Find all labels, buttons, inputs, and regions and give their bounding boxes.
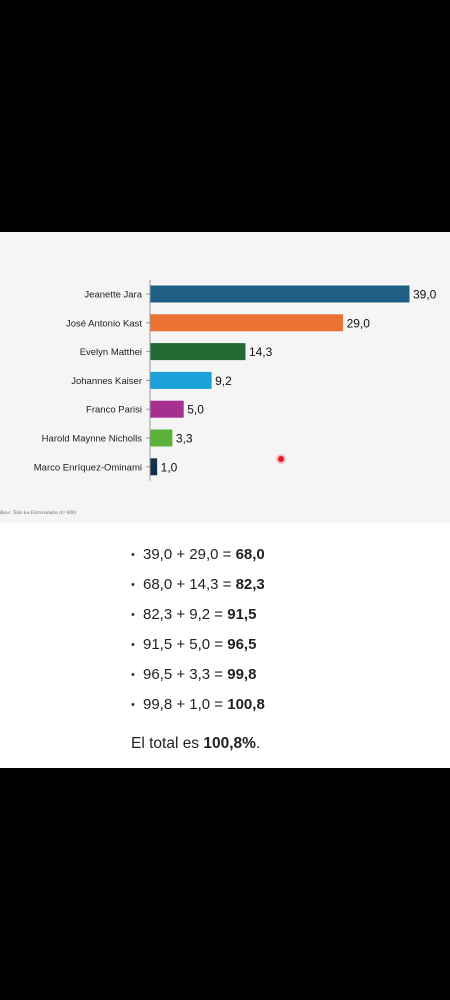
calculation-item: • 68,0 + 14,3 = 82,3 [131,575,265,605]
total-prefix: El total es [131,735,204,752]
bullet-marker: • [131,699,135,711]
bar [150,429,173,447]
bar [150,314,344,332]
calculation-result: 99,8 [227,666,257,683]
base-note: Base: Todo los Entrevistados (n=400) [0,511,77,516]
calculation-expression: 99,8 + 1,0 = [143,696,228,713]
bullet-marker: • [131,549,135,561]
category-label: Evelyn Matthei [80,347,142,358]
bar [150,285,410,303]
calculation-result: 91,5 [227,606,257,623]
bullet-marker: • [131,609,135,621]
bar [150,400,184,418]
bar [150,371,212,389]
bullet-marker: • [131,579,135,591]
category-label: José Antonio Kast [66,318,142,329]
data-label: 1,0 [161,460,178,474]
data-label: 29,0 [347,316,371,330]
category-label: Franco Parisi [86,405,142,416]
chart-panel: Jeanette Jara 39,0 José Antonio Kast 29,0 Ev… [0,232,450,523]
calculation-result: 68,0 [235,546,265,563]
total-suffix: . [255,735,261,752]
calculation-item: • 39,0 + 29,0 = 68,0 [131,545,265,575]
bar-chart: Jeanette Jara 39,0 José Antonio Kast 29,0 Ev… [34,280,437,481]
total-value: 100,8% [203,735,256,752]
data-label: 5,0 [187,403,204,417]
calculation-result: 82,3 [235,576,265,593]
category-label: Jeanette Jara [84,290,142,301]
category-label: Johannes Kaiser [71,376,142,387]
data-label: 9,2 [215,374,232,388]
calculation-expression: 82,3 + 9,2 = [143,606,228,623]
cursor-indicator [278,456,284,462]
calculation-expression: 91,5 + 5,0 = [143,636,228,653]
calculation-expression: 39,0 + 29,0 = [143,546,236,563]
calculation-panel: • 39,0 + 29,0 = 68,0 • 68,0 + 14,3 = 82,3 • 8… [0,523,450,768]
category-label: Harold Maynne Nicholls [42,434,143,445]
calculation-result: 96,5 [227,636,257,653]
calculation-result: 100,8 [227,696,265,713]
calculation-expression: 68,0 + 14,3 = [143,576,236,593]
calculation-expression: 96,5 + 3,3 = [143,666,228,683]
calculation-list: • 39,0 + 29,0 = 68,0 • 68,0 + 14,3 = 82,3 • 8… [131,545,265,725]
bar [150,343,246,361]
calculation-item: • 99,8 + 1,0 = 100,8 [131,695,265,725]
calculation-item: • 96,5 + 3,3 = 99,8 [131,665,265,695]
bar [150,458,158,476]
calculation-item: • 91,5 + 5,0 = 96,5 [131,635,265,665]
bullet-marker: • [131,669,135,681]
data-label: 3,3 [176,432,193,446]
bullet-marker: • [131,639,135,651]
calculation-item: • 82,3 + 9,2 = 91,5 [131,605,265,635]
total-line: El total es 100,8%. [131,735,260,753]
data-label: 39,0 [413,288,437,302]
category-label: Marco Enríquez-Ominami [34,462,142,473]
data-label: 14,3 [249,345,273,359]
